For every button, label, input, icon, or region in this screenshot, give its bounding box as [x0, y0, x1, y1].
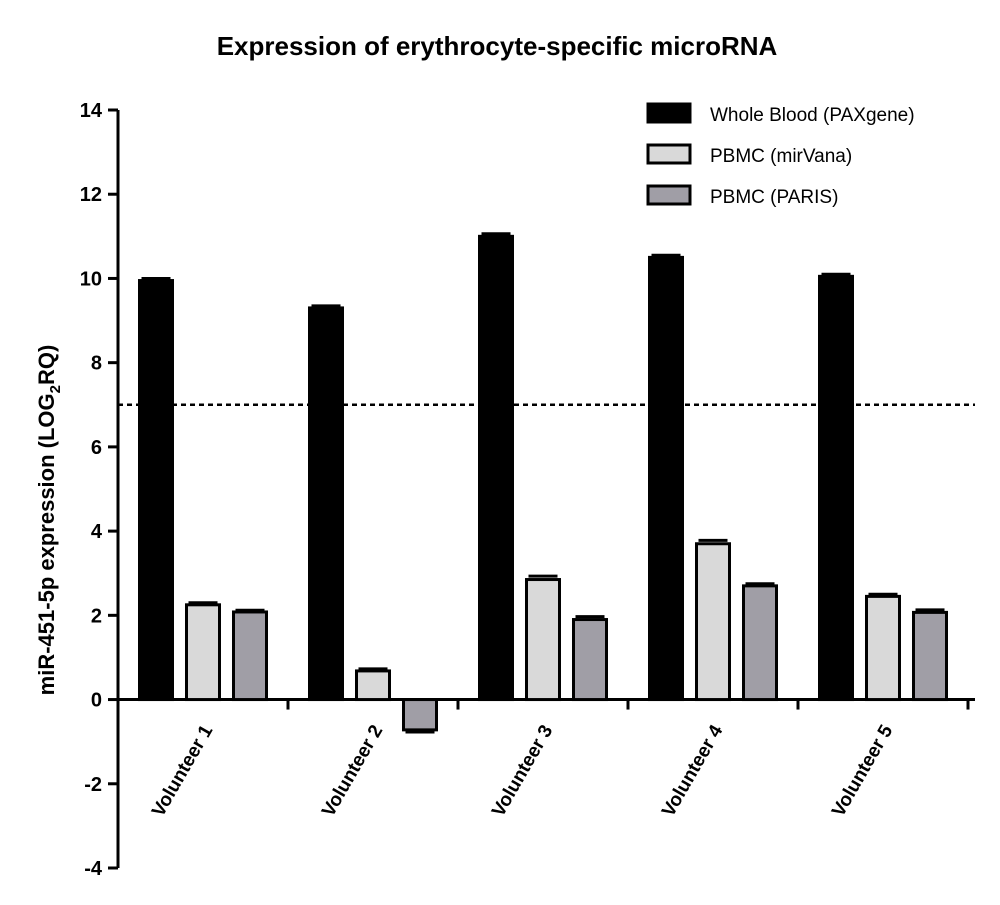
bar — [648, 255, 684, 702]
legend: Whole Blood (PAXgene) PBMC (mirVana) PBMC … — [646, 102, 915, 208]
y-axis-label-main: miR-451-5p expression (LOG — [34, 393, 59, 695]
chart-title: Expression of erythrocyte-specific micro… — [217, 31, 778, 61]
y-axis-label: miR-451-5p expression (LOG2RQ) — [34, 345, 64, 696]
y-tick-label: 8 — [91, 353, 102, 375]
bar — [912, 610, 948, 702]
bar — [695, 542, 731, 702]
y-tick-label: 6 — [91, 437, 102, 459]
y-axis-label-end: RQ) — [34, 345, 59, 385]
plot-area: -4 -2 0 2 4 6 8 10 12 14 Volunteer 1 Volunteer 2 Vol… — [80, 100, 975, 880]
category-label: Volunteer 5 — [828, 721, 897, 820]
bar — [478, 234, 514, 702]
y-tick-label: -4 — [84, 858, 103, 880]
category-label: Volunteer 1 — [148, 721, 217, 820]
legend-swatch — [646, 102, 692, 124]
bar — [308, 306, 344, 702]
bar — [402, 698, 438, 732]
y-tick-label: 12 — [80, 184, 102, 206]
legend-swatch — [646, 143, 692, 165]
bar — [525, 578, 561, 702]
bar — [742, 584, 778, 702]
bar — [138, 279, 174, 702]
svg-text:miR-451-5p expression (LOG2RQ): miR-451-5p expression (LOG2RQ) — [34, 345, 64, 696]
category-label: Volunteer 4 — [658, 721, 727, 820]
legend-swatch — [646, 184, 692, 206]
bar — [818, 274, 854, 702]
y-axis-label-subscript: 2 — [47, 385, 64, 393]
bar — [185, 603, 221, 702]
y-tick-label: 10 — [80, 268, 102, 290]
legend-label: Whole Blood (PAXgene) — [710, 105, 915, 126]
category-label: Volunteer 3 — [488, 722, 557, 821]
bar — [232, 610, 268, 702]
y-tick-label: -2 — [84, 774, 102, 796]
bar — [355, 669, 391, 702]
bar — [865, 594, 901, 702]
y-tick-label: 4 — [91, 521, 103, 543]
legend-label: PBMC (PARIS) — [710, 187, 838, 208]
y-tick-label: 2 — [91, 605, 102, 627]
y-tick-label: 0 — [91, 690, 102, 712]
y-tick-label: 14 — [80, 100, 103, 122]
legend-label: PBMC (mirVana) — [710, 146, 852, 167]
category-label: Volunteer 2 — [318, 722, 387, 821]
bar — [572, 618, 608, 702]
